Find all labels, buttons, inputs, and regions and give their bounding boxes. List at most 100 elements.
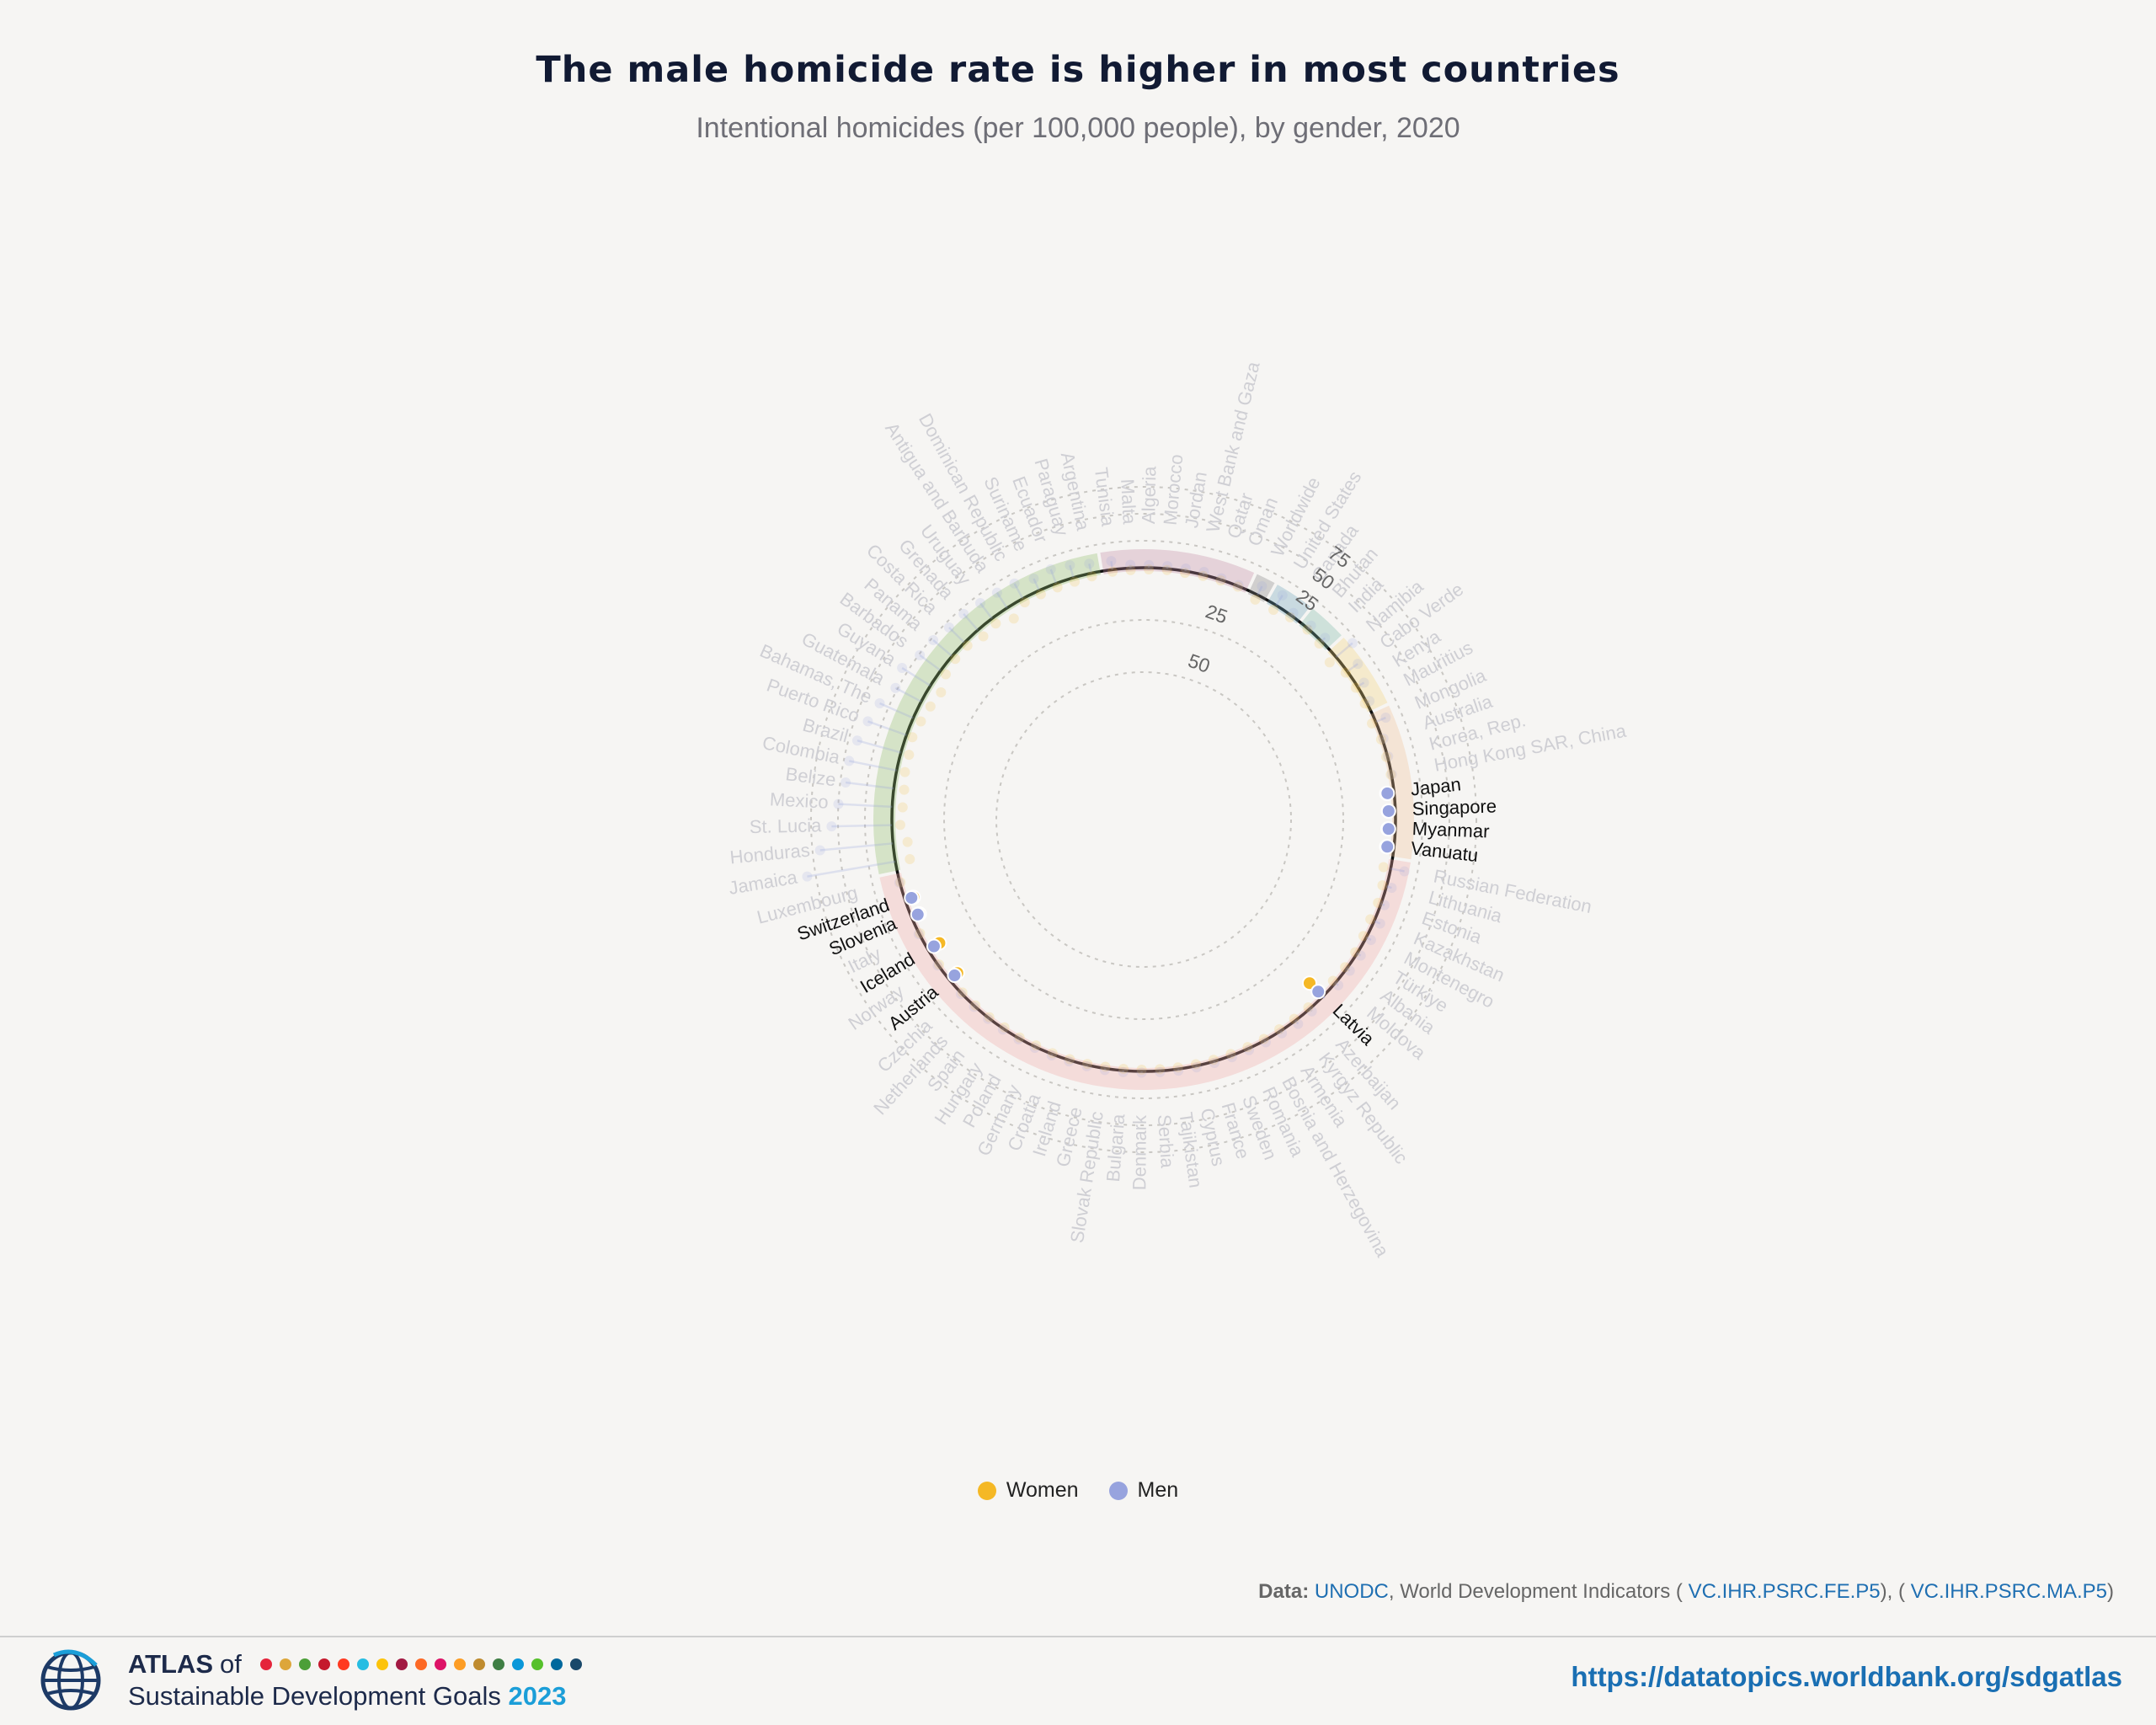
dot-men-north-america-united-states[interactable] bbox=[1277, 590, 1288, 601]
dot-women-latin-america-caribbean-puerto-rico[interactable] bbox=[907, 732, 918, 743]
dot-women-europe-central-asia-slovak-republic[interactable] bbox=[1100, 1061, 1111, 1072]
dot-women-sub-saharan-africa-kenya[interactable] bbox=[1350, 682, 1361, 693]
dot-men-latin-america-caribbean-brazil[interactable] bbox=[851, 735, 862, 746]
dot-women-europe-central-asia-romania[interactable] bbox=[1242, 1042, 1253, 1053]
dot-men-europe-central-asia-lithuania[interactable] bbox=[1386, 883, 1397, 894]
dot-women-latin-america-caribbean-dominican-republic[interactable] bbox=[1019, 597, 1030, 608]
dot-men-europe-central-asia-estonia[interactable] bbox=[1379, 900, 1390, 911]
dot-women-latin-america-caribbean-honduras[interactable] bbox=[902, 836, 913, 847]
dot-men-middle-east-north-africa-jordan[interactable] bbox=[1180, 563, 1191, 574]
dot-men-south-asia-india[interactable] bbox=[1320, 633, 1331, 644]
dot-women-europe-central-asia-hungary[interactable] bbox=[999, 1022, 1010, 1033]
dot-men-latin-america-caribbean-colombia[interactable] bbox=[844, 756, 855, 766]
dot-women-latin-america-caribbean-guatemala[interactable] bbox=[925, 701, 936, 712]
dot-men-latin-america-caribbean-suriname[interactable] bbox=[1028, 574, 1039, 585]
dot-men-latin-america-caribbean-bahamas-the[interactable] bbox=[874, 697, 885, 708]
dot-men-europe-central-asia-albania[interactable] bbox=[1344, 965, 1355, 976]
dot-men-latin-america-caribbean-st-lucia[interactable] bbox=[826, 821, 837, 832]
dot-men-europe-central-asia-montenegro[interactable] bbox=[1365, 934, 1376, 945]
dot-women-europe-central-asia-estonia[interactable] bbox=[1373, 897, 1384, 908]
dot-women-sub-saharan-africa-mauritius[interactable] bbox=[1359, 698, 1370, 709]
dot-men-latin-america-caribbean-ecuador[interactable] bbox=[1045, 563, 1056, 574]
dot-women-europe-central-asia-greece[interactable] bbox=[1082, 1059, 1093, 1070]
dot-men-latin-america-caribbean-uruguay[interactable] bbox=[974, 597, 985, 608]
dot-men-middle-east-north-africa-malta[interactable] bbox=[1125, 559, 1136, 570]
dot-women-north-america-canada[interactable] bbox=[1284, 611, 1295, 622]
dot-men-europe-central-asia-bosnia-and-herzegovina[interactable] bbox=[1260, 1037, 1271, 1048]
dot-women-sub-saharan-africa-cabo-verde[interactable] bbox=[1340, 667, 1351, 678]
dot-women-middle-east-north-africa-algeria[interactable] bbox=[1144, 564, 1155, 575]
dot-men-east-asia-pacific-myanmar[interactable] bbox=[1380, 821, 1396, 837]
dot-women-europe-central-asia-spain[interactable] bbox=[984, 1012, 995, 1023]
dot-men-middle-east-north-africa-algeria[interactable] bbox=[1144, 559, 1155, 570]
dot-men-europe-central-asia-norway[interactable] bbox=[932, 960, 943, 971]
dot-men-europe-central-asia-romania[interactable] bbox=[1244, 1044, 1255, 1055]
dot-women-sub-saharan-africa-namibia[interactable] bbox=[1324, 657, 1335, 668]
dot-women-europe-central-asia-france[interactable] bbox=[1208, 1055, 1219, 1065]
source-link-ma[interactable]: VC.IHR.PSRC.MA.P5 bbox=[1910, 1580, 2107, 1603]
dot-men-europe-central-asia-iceland[interactable] bbox=[926, 938, 942, 954]
legend-item-men[interactable]: Men bbox=[1108, 1478, 1178, 1503]
dot-men-europe-central-asia-sweden[interactable] bbox=[1226, 1052, 1237, 1063]
dot-men-europe-central-asia-switzerland[interactable] bbox=[904, 889, 920, 905]
dot-men-east-asia-pacific-korea-rep[interactable] bbox=[1383, 751, 1394, 762]
dot-men-latin-america-caribbean-costa-rica[interactable] bbox=[943, 622, 954, 633]
dot-men-east-asia-pacific-australia[interactable] bbox=[1378, 733, 1389, 744]
dot-men-europe-central-asia-moldova[interactable] bbox=[1333, 980, 1344, 991]
dot-men-latin-america-caribbean-argentina[interactable] bbox=[1084, 558, 1095, 569]
dot-men-europe-central-asia-czechia[interactable] bbox=[955, 989, 966, 1000]
dot-women-latin-america-caribbean-argentina[interactable] bbox=[1086, 571, 1097, 582]
dot-men-sub-saharan-africa-mauritius[interactable] bbox=[1364, 696, 1375, 707]
dot-men-europe-central-asia-hungary[interactable] bbox=[997, 1024, 1008, 1035]
dot-women-latin-america-caribbean-colombia[interactable] bbox=[899, 766, 910, 777]
dot-women-europe-central-asia-kazakhstan[interactable] bbox=[1365, 914, 1376, 925]
dot-men-latin-america-caribbean-guatemala[interactable] bbox=[890, 682, 901, 693]
dot-men-latin-america-caribbean-dominican-republic[interactable] bbox=[1009, 578, 1020, 589]
dot-men-europe-central-asia-bulgaria[interactable] bbox=[1118, 1066, 1129, 1077]
dot-women-latin-america-caribbean-costa-rica[interactable] bbox=[962, 640, 973, 651]
dot-men-latin-america-caribbean-honduras[interactable] bbox=[814, 845, 825, 856]
dot-women-europe-central-asia-poland[interactable] bbox=[1014, 1032, 1025, 1043]
dot-women-europe-central-asia-denmark[interactable] bbox=[1136, 1065, 1147, 1076]
source-link-fe[interactable]: VC.IHR.PSRC.FE.P5 bbox=[1688, 1580, 1881, 1603]
dot-men-europe-central-asia-serbia[interactable] bbox=[1155, 1066, 1166, 1077]
dot-men-latin-america-caribbean-belize[interactable] bbox=[841, 777, 851, 788]
dot-men-east-asia-pacific-mongolia[interactable] bbox=[1380, 713, 1391, 724]
dot-men-sub-saharan-africa-kenya[interactable] bbox=[1358, 677, 1369, 688]
dot-men-europe-central-asia-t-rkiye[interactable] bbox=[1355, 950, 1366, 961]
dot-men-latin-america-caribbean-guyana[interactable] bbox=[897, 663, 908, 674]
dot-women-middle-east-north-africa-tunisia[interactable] bbox=[1107, 566, 1118, 577]
dot-women-latin-america-caribbean-brazil[interactable] bbox=[904, 750, 915, 761]
dot-men-europe-central-asia-croatia[interactable] bbox=[1046, 1049, 1057, 1060]
dot-women-europe-central-asia-cyprus[interactable] bbox=[1190, 1059, 1201, 1070]
world-bank-globe-icon[interactable] bbox=[37, 1647, 104, 1714]
dot-women-europe-central-asia-norway[interactable] bbox=[934, 959, 945, 970]
dot-men-europe-central-asia-greece[interactable] bbox=[1081, 1060, 1092, 1071]
dot-women-europe-central-asia-lithuania[interactable] bbox=[1377, 880, 1388, 891]
dot-women-north-america-united-states[interactable] bbox=[1268, 605, 1279, 616]
dot-women-east-asia-pacific-hong-kong-sar-china[interactable] bbox=[1385, 769, 1396, 780]
dot-men-east-asia-pacific-vanuatu[interactable] bbox=[1380, 839, 1396, 855]
dot-men-east-asia-pacific-hong-kong-sar-china[interactable] bbox=[1386, 769, 1397, 780]
dot-women-europe-central-asia-kyrgyz-republic[interactable] bbox=[1289, 1013, 1299, 1024]
dot-men-europe-central-asia-kyrgyz-republic[interactable] bbox=[1293, 1018, 1304, 1029]
dot-women-latin-america-caribbean-grenada[interactable] bbox=[978, 631, 989, 642]
dot-women-latin-america-caribbean-panama[interactable] bbox=[950, 654, 961, 665]
dot-men-latin-america-caribbean-grenada[interactable] bbox=[958, 608, 969, 619]
dot-men-middle-east-north-africa-qatar[interactable] bbox=[1216, 573, 1227, 584]
dot-men-sub-saharan-africa-namibia[interactable] bbox=[1347, 638, 1358, 649]
dot-men-latin-america-caribbean-mexico[interactable] bbox=[833, 798, 844, 809]
dot-men-europe-central-asia-slovak-republic[interactable] bbox=[1099, 1065, 1110, 1076]
dot-women-europe-central-asia-tajikistan[interactable] bbox=[1172, 1062, 1183, 1073]
dot-men-europe-central-asia-russian-federation[interactable] bbox=[1399, 866, 1410, 877]
dot-women-europe-central-asia-azerbaijan[interactable] bbox=[1303, 1001, 1314, 1012]
dot-men-sub-saharan-africa-cabo-verde[interactable] bbox=[1353, 659, 1364, 670]
dot-women-latin-america-caribbean-uruguay[interactable] bbox=[990, 618, 1001, 629]
dot-men-europe-central-asia-tajikistan[interactable] bbox=[1173, 1065, 1184, 1076]
dot-women-latin-america-caribbean-jamaica[interactable] bbox=[905, 853, 915, 864]
dot-men-middle-east-north-africa-tunisia[interactable] bbox=[1106, 556, 1117, 567]
dot-men-latin-america-caribbean-barbados[interactable] bbox=[915, 649, 926, 660]
dot-men-europe-central-asia-poland[interactable] bbox=[1013, 1033, 1024, 1044]
dot-men-south-asia-bhutan[interactable] bbox=[1305, 620, 1316, 631]
dot-women-europe-central-asia-montenegro[interactable] bbox=[1358, 931, 1369, 942]
